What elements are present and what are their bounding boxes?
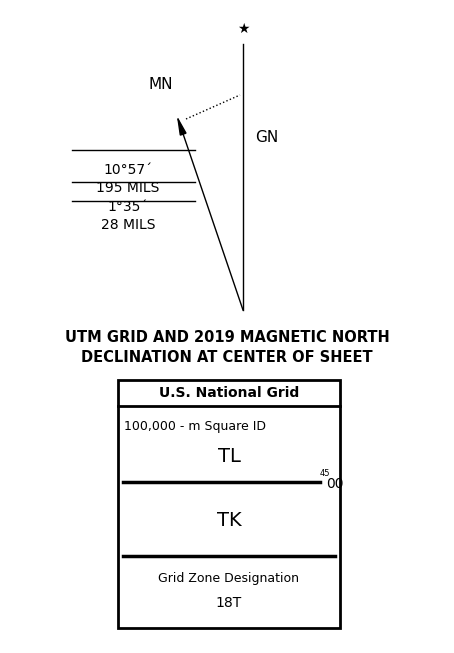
Text: 1°35´: 1°35´ [108, 200, 148, 214]
Text: UTM GRID AND 2019 MAGNETIC NORTH: UTM GRID AND 2019 MAGNETIC NORTH [64, 330, 390, 345]
Text: MN: MN [148, 77, 173, 92]
Text: U.S. National Grid: U.S. National Grid [159, 386, 299, 400]
Bar [118, 380, 340, 628]
Polygon shape [178, 119, 186, 135]
Text: 10°57´: 10°57´ [104, 163, 153, 177]
Text: DECLINATION AT CENTER OF SHEET: DECLINATION AT CENTER OF SHEET [81, 350, 373, 365]
Text: 100,000 - m Square ID: 100,000 - m Square ID [124, 420, 266, 433]
Text: 18T: 18T [216, 596, 242, 610]
Text: 00: 00 [326, 477, 344, 491]
Text: 195 MILS: 195 MILS [96, 181, 160, 195]
Text: 45: 45 [320, 469, 331, 478]
Text: TL: TL [217, 447, 241, 466]
Text: Grid Zone Designation: Grid Zone Designation [158, 572, 300, 585]
Text: ★: ★ [237, 22, 249, 36]
Text: TK: TK [217, 511, 242, 530]
Text: 28 MILS: 28 MILS [101, 218, 155, 232]
Text: GN: GN [255, 130, 278, 145]
